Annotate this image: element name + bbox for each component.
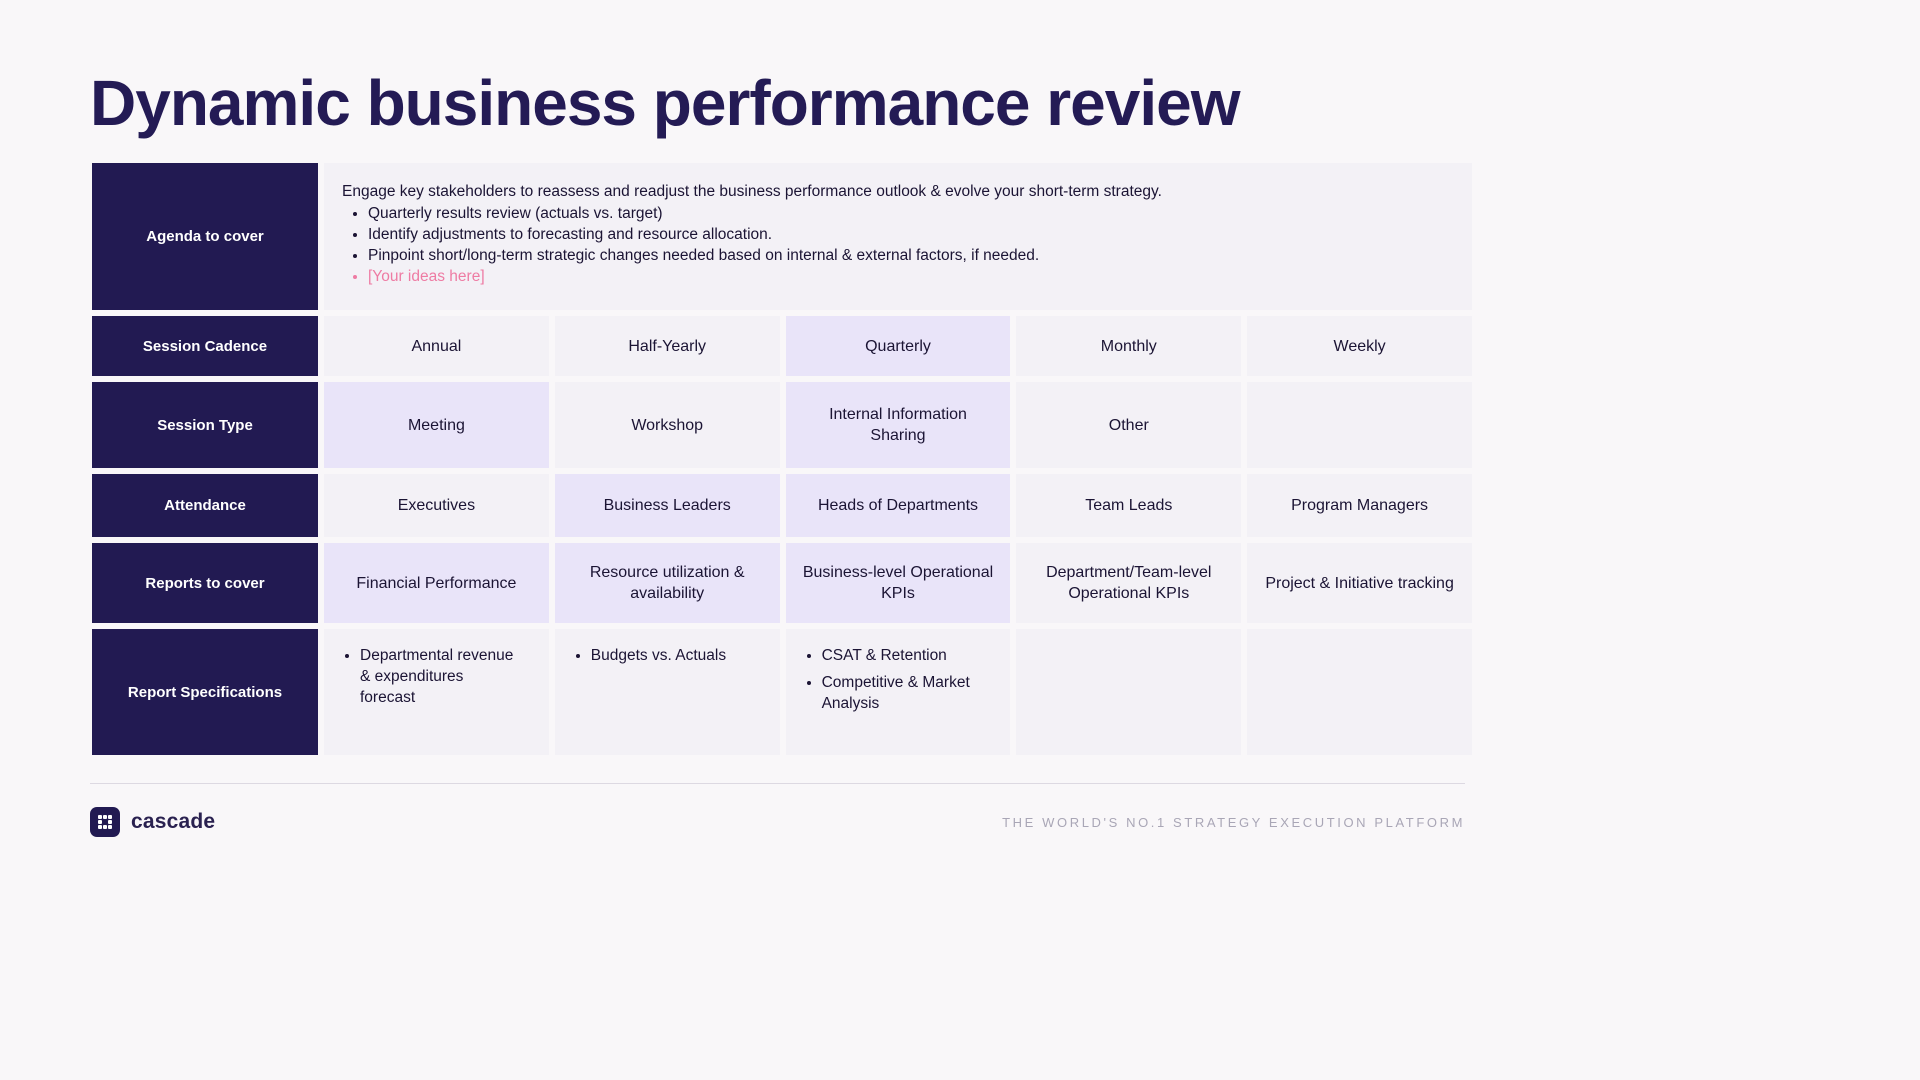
cascade-logo-icon <box>90 807 120 837</box>
table-cell: Meeting <box>324 382 549 468</box>
review-table: Agenda to cover Engage key stakeholders … <box>92 163 1472 755</box>
row-header: Report Specifications <box>92 629 318 755</box>
cell-bullet: CSAT & Retention <box>822 645 982 666</box>
table-cell: Program Managers <box>1247 474 1472 537</box>
brand: cascade <box>90 807 215 837</box>
table-row-agenda: Agenda to cover Engage key stakeholders … <box>92 163 1472 310</box>
cell-bullets: CSAT & Retention Competitive & Market Ana… <box>802 645 982 720</box>
agenda-content: Engage key stakeholders to reassess and … <box>324 163 1472 310</box>
table-cell: Other <box>1016 382 1242 468</box>
agenda-bullet: Pinpoint short/long-term strategic chang… <box>368 245 1454 266</box>
table-cell: Workshop <box>554 382 780 468</box>
table-cell: Team Leads <box>1016 474 1242 537</box>
footer-divider <box>90 783 1465 784</box>
table-cell: CSAT & Retention Competitive & Market Ana… <box>785 629 1011 755</box>
brand-name: cascade <box>131 810 216 833</box>
table-cell: Heads of Departments <box>785 474 1011 537</box>
row-header: Session Cadence <box>92 316 318 376</box>
cell-bullet: Budgets vs. Actuals <box>591 645 726 666</box>
cell-bullet: Competitive & Market Analysis <box>822 672 982 714</box>
agenda-bullet: Quarterly results review (actuals vs. ta… <box>368 203 1454 224</box>
table-cell <box>1247 629 1472 755</box>
table-cell: Half-Yearly <box>554 316 780 376</box>
table-cell: Executives <box>324 474 549 537</box>
table-cell <box>1016 629 1242 755</box>
cell-bullet: Departmental revenue & expenditures fore… <box>360 645 520 708</box>
table-cell: Budgets vs. Actuals <box>554 629 780 755</box>
table-row: Session Type Meeting Workshop Internal Info… <box>92 382 1472 468</box>
table-cell: Project & Initiative tracking <box>1247 543 1472 623</box>
table-cell: Monthly <box>1016 316 1242 376</box>
table-cell: Annual <box>324 316 549 376</box>
table-cell <box>1247 382 1472 468</box>
footer: cascade THE WORLD'S NO.1 STRATEGY EXECUT… <box>90 800 1465 844</box>
table-cell: Business-level Operational KPIs <box>785 543 1011 623</box>
row-header: Session Type <box>92 382 318 468</box>
agenda-bullet: Identify adjustments to forecasting and … <box>368 224 1454 245</box>
table-cell: Internal Information Sharing <box>785 382 1011 468</box>
row-header-agenda: Agenda to cover <box>92 163 318 310</box>
agenda-placeholder: [Your ideas here] <box>368 266 1454 287</box>
footer-tagline: THE WORLD'S NO.1 STRATEGY EXECUTION PLAT… <box>1002 814 1465 830</box>
row-header: Attendance <box>92 474 318 537</box>
table-cell: Departmental revenue & expenditures fore… <box>324 629 549 755</box>
table-row: Attendance Executives Business Leaders Head… <box>92 474 1472 537</box>
table-cell: Resource utilization & availability <box>554 543 780 623</box>
cell-bullets: Budgets vs. Actuals <box>571 645 726 672</box>
table-cell: Weekly <box>1247 316 1472 376</box>
agenda-bullets: Quarterly results review (actuals vs. ta… <box>342 203 1454 287</box>
table-row: Session Cadence Annual Half-Yearly Quarterl… <box>92 316 1472 376</box>
table-row: Report Specifications Departmental revenu… <box>92 629 1472 755</box>
table-cell: Quarterly <box>785 316 1011 376</box>
page-title: Dynamic business performance review <box>90 67 1240 139</box>
table-cell: Financial Performance <box>324 543 549 623</box>
row-header: Reports to cover <box>92 543 318 623</box>
agenda-intro: Engage key stakeholders to reassess and … <box>342 183 1162 200</box>
table-cell: Business Leaders <box>554 474 780 537</box>
table-cell: Department/Team-level Operational KPIs <box>1016 543 1242 623</box>
table-row: Reports to cover Financial Performance Res… <box>92 543 1472 623</box>
cell-bullets: Departmental revenue & expenditures fore… <box>340 645 520 714</box>
grid-rows: Session Cadence Annual Half-Yearly Quarterl… <box>92 316 1472 755</box>
